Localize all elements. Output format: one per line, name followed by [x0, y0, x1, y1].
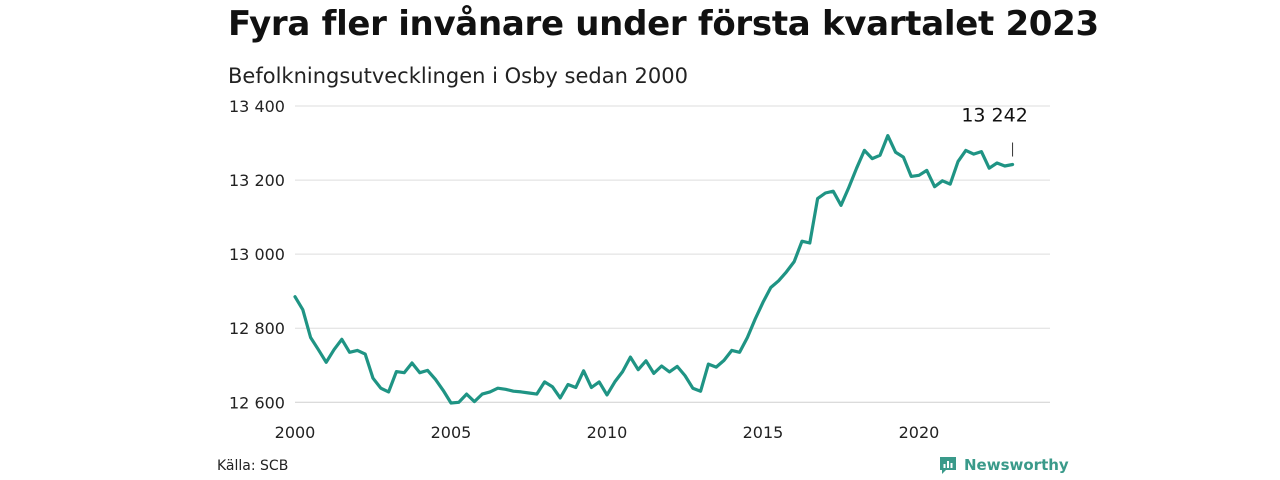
y-tick-label: 12 800	[229, 319, 285, 338]
gridlines	[295, 105, 1050, 403]
x-axis-ticks: 2000 2005 2010 2015 2020	[275, 423, 940, 442]
x-tick-label: 2005	[431, 423, 472, 442]
x-tick-label: 2000	[275, 423, 316, 442]
y-tick-label: 13 400	[229, 97, 285, 116]
y-tick-label: 13 200	[229, 171, 285, 190]
chart-title: Fyra fler invånare under första kvartale…	[228, 4, 1099, 44]
y-axis-ticks: 12 600 12 800 13 000 13 200 13 400	[229, 97, 285, 412]
brand-name: Newsworthy	[964, 456, 1069, 474]
x-tick-label: 2010	[587, 423, 628, 442]
newsworthy-logo-icon	[940, 457, 956, 474]
y-tick-label: 12 600	[229, 393, 285, 412]
chart-subtitle: Befolkningsutvecklingen i Osby sedan 200…	[228, 64, 689, 88]
x-tick-label: 2015	[743, 423, 784, 442]
series-line	[293, 134, 1015, 405]
source-note: Källa: SCB	[217, 458, 289, 474]
y-tick-label: 13 000	[229, 245, 285, 264]
brand-logo[interactable]: Newsworthy	[938, 455, 1069, 475]
x-tick-label: 2020	[899, 423, 940, 442]
annotation-label: 13 242	[961, 105, 1027, 127]
